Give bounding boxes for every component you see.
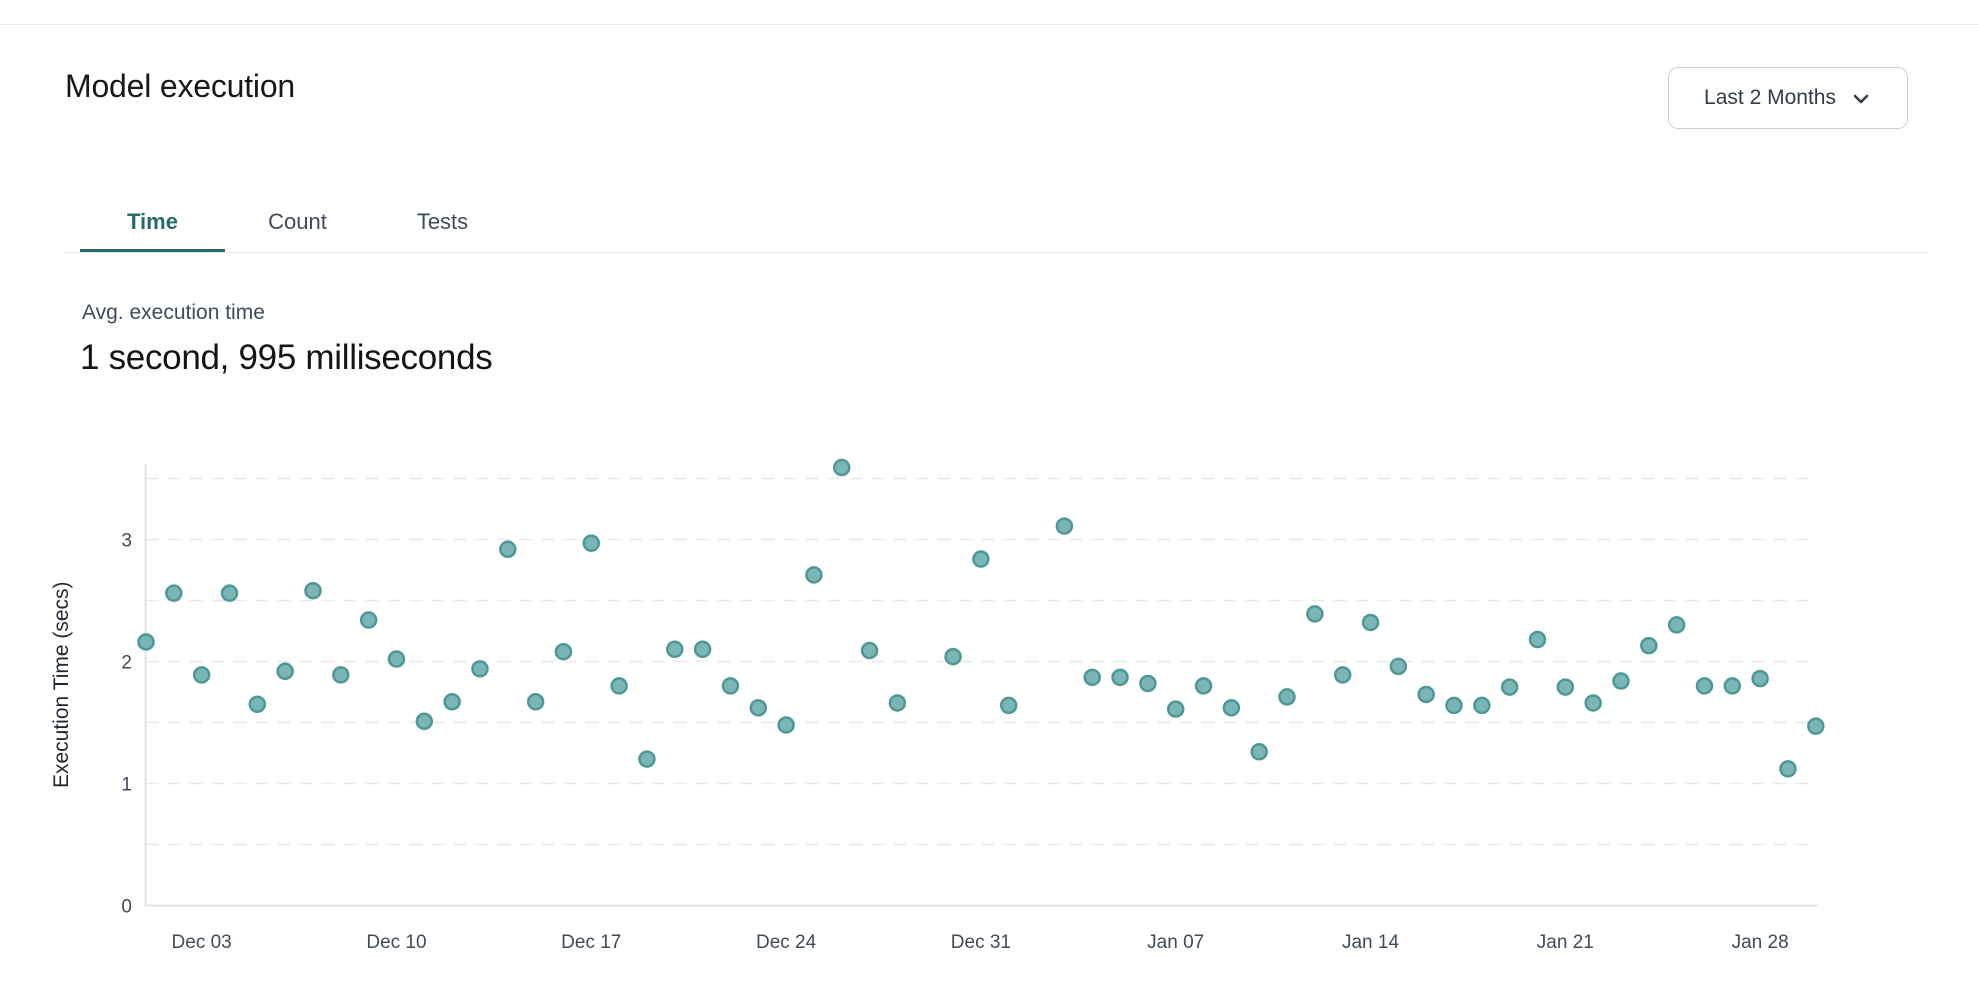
data-point — [1640, 636, 1658, 655]
data-point — [1250, 743, 1268, 761]
data-point — [1055, 517, 1074, 535]
data-point — [1166, 700, 1185, 718]
data-point — [387, 650, 406, 668]
date-range-label: Last 2 Months — [1704, 86, 1836, 109]
top-divider — [0, 24, 1978, 25]
data-point — [220, 584, 239, 602]
data-point — [749, 699, 768, 717]
x-tick-label: Dec 31 — [951, 932, 1011, 953]
data-point — [1111, 668, 1129, 687]
x-tick-label: Dec 17 — [561, 932, 621, 953]
x-tick-label: Dec 10 — [366, 932, 426, 953]
stat-label: Avg. execution time — [82, 301, 265, 324]
data-point — [610, 677, 628, 695]
tab-count[interactable]: Count — [268, 209, 327, 234]
data-point — [833, 458, 851, 477]
data-point — [192, 666, 211, 684]
data-point — [1779, 760, 1797, 778]
x-tick-label: Jan 28 — [1732, 932, 1789, 953]
data-point — [666, 640, 684, 659]
data-point — [1751, 669, 1769, 688]
data-point — [1556, 678, 1575, 696]
data-point — [1584, 694, 1602, 712]
data-point — [1278, 688, 1296, 706]
data-point — [693, 640, 712, 659]
stat-value: 1 second, 995 milliseconds — [80, 338, 493, 377]
data-point — [1807, 717, 1825, 735]
data-point — [499, 540, 517, 559]
data-point — [1667, 616, 1686, 634]
data-point — [415, 712, 434, 731]
chevron-down-icon — [1853, 94, 1869, 104]
data-point — [1723, 677, 1742, 695]
data-point — [1222, 699, 1241, 717]
x-tick-label: Dec 03 — [172, 932, 232, 953]
data-point — [999, 696, 1018, 715]
data-point — [1473, 696, 1491, 715]
data-point — [888, 694, 907, 712]
data-point — [1306, 605, 1324, 623]
data-point — [582, 534, 601, 552]
data-point — [1445, 696, 1463, 715]
data-point — [1612, 672, 1630, 690]
data-point — [1083, 668, 1101, 687]
data-point — [276, 662, 294, 681]
y-tick-label: 2 — [121, 653, 132, 674]
data-point — [1417, 685, 1435, 704]
data-point — [137, 633, 155, 651]
tab-time[interactable]: Time — [80, 196, 225, 252]
data-point — [554, 642, 573, 661]
x-tick-label: Jan 07 — [1147, 932, 1204, 953]
data-point — [1500, 678, 1519, 696]
tab-tests[interactable]: Tests — [416, 209, 469, 234]
data-point — [1389, 657, 1408, 676]
data-point — [1139, 674, 1157, 693]
tab-bar: Time Count Tests — [65, 196, 1928, 253]
data-point — [248, 695, 267, 713]
data-point — [638, 750, 656, 768]
date-range-dropdown[interactable]: Last 2 Months — [1668, 67, 1908, 129]
y-tick-label: 1 — [121, 775, 132, 796]
data-point — [777, 716, 795, 734]
x-tick-label: Jan 14 — [1342, 932, 1399, 953]
y-tick-label: 0 — [121, 897, 132, 918]
data-point — [860, 641, 879, 660]
data-point — [359, 611, 378, 629]
data-point — [443, 693, 461, 711]
page-title: Model execution — [65, 68, 296, 104]
data-point — [805, 566, 823, 584]
data-point — [1695, 677, 1714, 695]
data-point — [972, 550, 990, 568]
data-point — [526, 693, 545, 711]
y-axis-title: Execution Time (secs) — [50, 581, 73, 788]
data-point — [1528, 630, 1547, 649]
data-point — [165, 584, 183, 602]
data-point — [304, 581, 322, 600]
y-tick-label: 3 — [121, 531, 132, 552]
data-point — [944, 647, 962, 666]
data-point — [721, 677, 740, 695]
x-tick-label: Dec 24 — [756, 932, 817, 953]
data-point — [332, 666, 350, 684]
x-tick-label: Jan 21 — [1537, 932, 1594, 953]
data-point — [471, 660, 489, 678]
data-point — [1194, 677, 1213, 695]
data-point — [1361, 613, 1380, 632]
data-point — [1333, 666, 1352, 684]
